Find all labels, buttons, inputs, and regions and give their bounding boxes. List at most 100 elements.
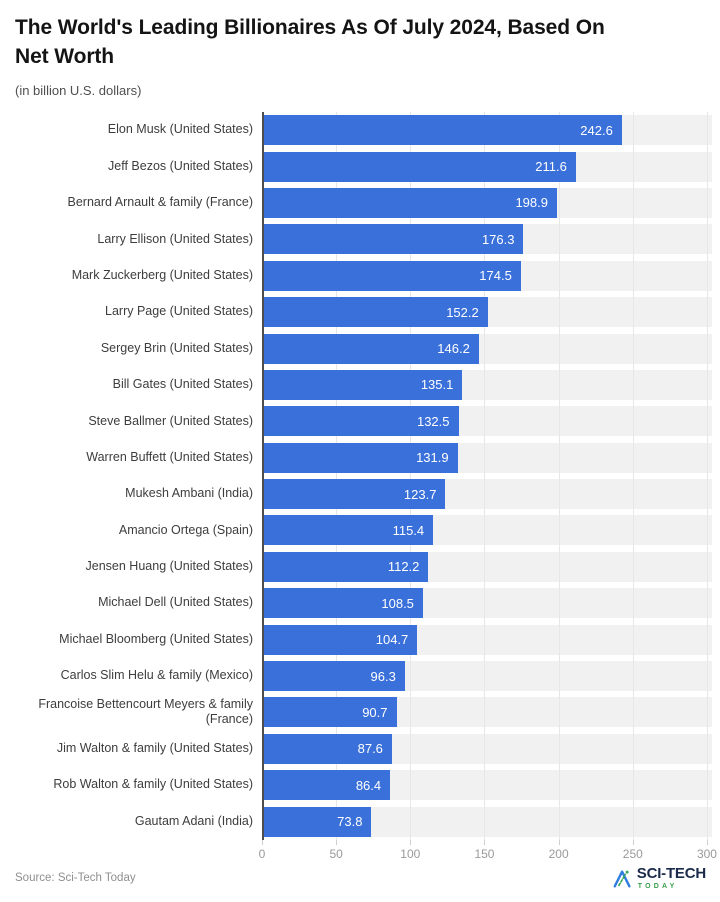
x-tick-label: 250 (622, 846, 643, 861)
x-tick-mark (262, 839, 263, 845)
row-label: Amancio Ortega (Spain) (118, 522, 253, 537)
chart-row: Mukesh Ambani (India) 123.7 (0, 476, 720, 512)
x-tick-mark (706, 839, 708, 845)
row-track: 108.5 (262, 588, 712, 619)
bar-value: 242.6 (580, 122, 613, 138)
chart-row: Gautam Adani (India) 73.8 (0, 803, 720, 839)
bar: 87.6 (262, 733, 392, 764)
row-track: 135.1 (262, 369, 712, 400)
chart-row: Elon Musk (United States) 242.6 (0, 112, 720, 148)
chart-row: Rob Walton & family (United States) 86.4 (0, 767, 720, 803)
bar: 104.7 (262, 624, 418, 655)
row-label: Jeff Bezos (United States) (108, 158, 253, 173)
x-tick-mark (632, 839, 634, 845)
bar: 242.6 (262, 115, 622, 146)
bar: 174.5 (262, 260, 521, 291)
row-track: 198.9 (262, 187, 712, 218)
logo-triangle-icon (612, 866, 634, 890)
row-label: Bill Gates (United States) (112, 377, 253, 392)
bar-value: 87.6 (357, 741, 383, 757)
row-label: Warren Buffett (United States) (86, 449, 253, 464)
row-label: Mark Zuckerberg (United States) (71, 267, 253, 282)
row-label: Larry Ellison (United States) (97, 231, 253, 246)
bar: 211.6 (262, 151, 576, 182)
chart-row: Larry Page (United States) 152.2 (0, 294, 720, 330)
footer: Source: Sci-Tech Today SCI-TECH TODAY (0, 866, 720, 902)
bar-value: 104.7 (375, 632, 409, 648)
bar: 152.2 (262, 297, 488, 328)
row-track: 96.3 (262, 661, 712, 692)
row-track: 104.7 (262, 624, 712, 655)
logo-text-block: SCI-TECH TODAY (637, 866, 706, 890)
chart-row: Jeff Bezos (United States) 211.6 (0, 148, 720, 184)
row-track: 87.6 (262, 733, 712, 764)
bar: 90.7 (262, 697, 397, 728)
bar-value: 131.9 (416, 450, 449, 466)
chart-row: Jim Walton & family (United States) 87.6 (0, 731, 720, 767)
row-label: Rob Walton & family (United States) (53, 777, 253, 792)
row-label: Bernard Arnault & family (France) (67, 195, 254, 210)
chart-row: Bill Gates (United States) 135.1 (0, 367, 720, 403)
row-track: 86.4 (262, 770, 712, 801)
row-track: 73.8 (262, 806, 712, 837)
chart-rows: Elon Musk (United States) 242.6 Jeff Bez… (0, 112, 720, 840)
row-track: 152.2 (262, 297, 712, 328)
bar: 131.9 (262, 442, 458, 473)
chart-row: Amancio Ortega (Spain) 115.4 (0, 512, 720, 548)
x-tick-mark (336, 839, 338, 845)
bar-chart: Elon Musk (United States) 242.6 Jeff Bez… (0, 112, 720, 866)
bar-value: 152.2 (446, 304, 479, 320)
x-tick-label: 50 (329, 846, 343, 861)
x-tick-mark (558, 839, 560, 845)
row-track: 132.5 (262, 406, 712, 437)
bar-value: 198.9 (515, 195, 548, 211)
row-label: Steve Ballmer (United States) (88, 413, 253, 428)
row-track: 115.4 (262, 515, 712, 546)
chart-row: Bernard Arnault & family (France) 198.9 (0, 185, 720, 221)
bar: 198.9 (262, 187, 557, 218)
bar: 108.5 (262, 588, 423, 619)
chart-plot-area: Elon Musk (United States) 242.6 Jeff Bez… (0, 112, 720, 840)
bar-value: 86.4 (355, 777, 382, 793)
row-label: Francoise Bettencourt Meyers & family (F… (38, 696, 253, 727)
x-tick-mark (484, 839, 486, 845)
bar-value: 112.2 (387, 559, 420, 575)
bar-value: 90.7 (362, 704, 388, 720)
row-label: Gautam Adani (India) (134, 813, 253, 828)
logo-subtext: TODAY (637, 882, 678, 890)
bar-value: 146.2 (437, 341, 470, 357)
row-label: Michael Bloomberg (United States) (59, 631, 253, 646)
x-tick-label: 100 (400, 846, 421, 861)
chart-row: Sergey Brin (United States) 146.2 (0, 330, 720, 366)
chart-row: Warren Buffett (United States) 131.9 (0, 440, 720, 476)
row-track: 242.6 (262, 115, 712, 146)
scitech-logo: SCI-TECH TODAY (612, 866, 706, 890)
bar-value: 96.3 (370, 668, 396, 684)
row-label: Michael Dell (United States) (98, 595, 253, 610)
x-tick-label: 300 (696, 846, 717, 861)
row-track: 146.2 (262, 333, 712, 364)
bar: 115.4 (262, 515, 434, 546)
row-label: Elon Musk (United States) (107, 122, 253, 137)
x-tick-label: 0 (258, 846, 266, 861)
page-title-line1: The World's Leading Billionaires As Of J… (15, 16, 605, 39)
row-label: Jensen Huang (United States) (85, 559, 253, 574)
bar: 73.8 (262, 806, 372, 837)
logo-text: SCI-TECH (636, 864, 706, 882)
row-label: Larry Page (United States) (105, 304, 253, 319)
bar-value: 176.3 (481, 231, 515, 247)
bar-value: 174.5 (479, 268, 512, 284)
bar-value: 73.8 (337, 814, 363, 830)
chart-row: Larry Ellison (United States) 176.3 (0, 221, 720, 257)
chart-row: Francoise Bettencourt Meyers & family (F… (0, 694, 720, 730)
bar: 132.5 (262, 406, 459, 437)
x-tick-label: 200 (548, 846, 569, 861)
x-tick-mark (410, 839, 412, 845)
row-label: Sergey Brin (United States) (100, 340, 253, 355)
page-title-line2: Net Worth (15, 45, 115, 68)
bar-value: 108.5 (381, 595, 414, 611)
bar-value: 123.7 (403, 486, 437, 502)
bar: 135.1 (262, 369, 463, 400)
row-track: 174.5 (262, 260, 712, 291)
